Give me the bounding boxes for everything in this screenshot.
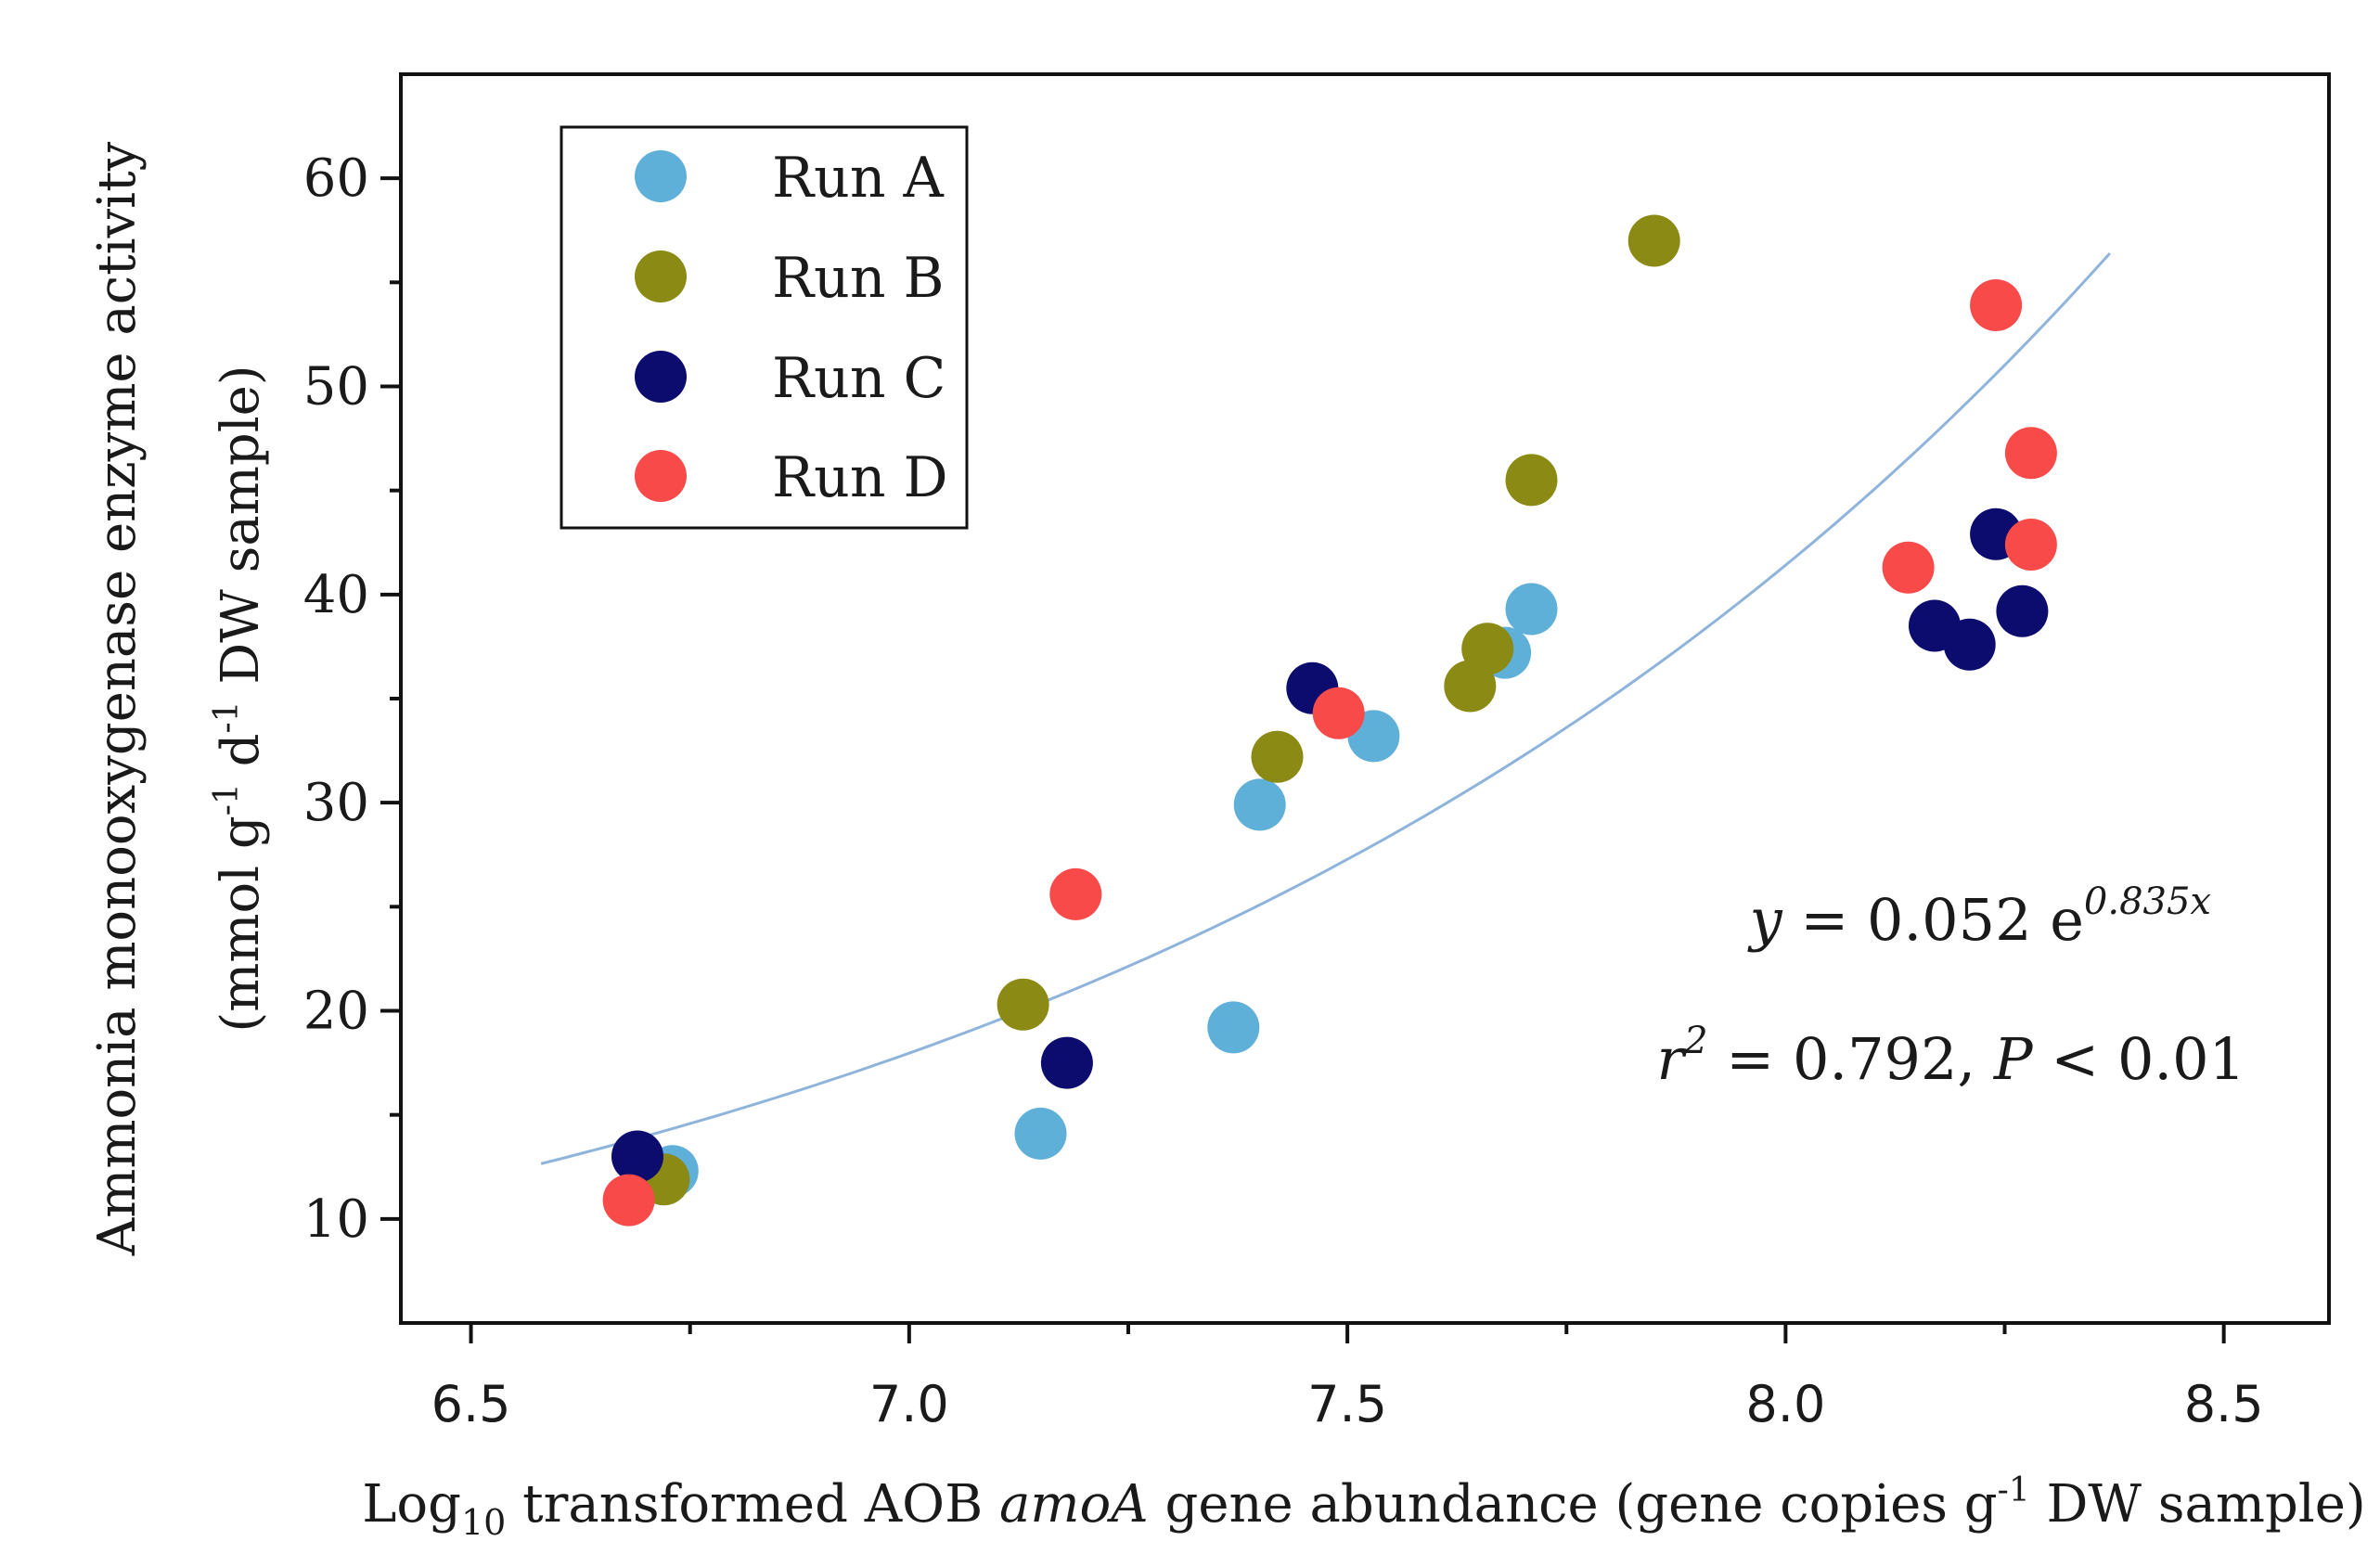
x-tick-label: 8.0 [1745, 1375, 1825, 1433]
legend-marker-run-a [635, 150, 687, 202]
legend-marker-run-b [635, 250, 687, 302]
data-point-run-a [1505, 583, 1558, 636]
data-point-run-d [1970, 279, 2023, 331]
legend-label-run-b: Run B [772, 246, 945, 311]
data-point-run-a [1014, 1107, 1067, 1160]
y-tick-label: 20 [303, 982, 369, 1042]
y-axis-title-line2-sup1: -1 [208, 783, 246, 816]
legend-box [560, 125, 969, 530]
data-point-run-b [997, 978, 1049, 1031]
data-point-run-c [611, 1130, 663, 1183]
data-point-run-d [602, 1174, 655, 1227]
fit-statistics-p-rest: < 0.01 [2033, 1025, 2245, 1093]
fit-statistics: r2 = 0.792, P < 0.01 [1656, 1020, 2245, 1093]
legend-label-run-a: Run A [772, 146, 945, 211]
data-point-run-a [1207, 1001, 1260, 1054]
data-point-run-c [1996, 584, 2049, 637]
y-tick-label: 40 [303, 565, 369, 625]
fit-statistics-value: = 0.792, [1708, 1025, 1994, 1093]
y-axis-title-line2: (mmol g-1 d-1 DW sample) [208, 365, 271, 1032]
y-axis-title-line1: Ammonia monooxygenase enzyme activity [87, 141, 148, 1256]
data-point-run-d [1312, 687, 1365, 739]
x-axis-title-mid: transformed AOB [506, 1474, 999, 1535]
y-axis-title-line2-mid: d [211, 734, 271, 784]
fit-equation-body: = 0.052 e [1782, 886, 2084, 954]
data-point-run-d [2004, 519, 2057, 571]
x-axis-title-rest: gene abundance (gene copies g [1149, 1474, 1998, 1535]
x-tick-label: 7.5 [1307, 1375, 1387, 1433]
legend: Run A Run B Run C Run D [560, 125, 969, 530]
legend-label-run-c: Run C [772, 346, 946, 411]
data-point-run-c [1040, 1036, 1093, 1089]
x-axis-title: Log10 transformed AOB amoA gene abundanc… [362, 1471, 2366, 1543]
x-axis-title-end: DW sample) [2030, 1474, 2366, 1535]
fit-statistics-p: P [1993, 1025, 2034, 1093]
fit-curve [540, 251, 2112, 1165]
x-axis-title-prefix: Log [362, 1474, 461, 1535]
data-point-run-a [1233, 778, 1286, 831]
legend-marker-run-d [635, 450, 687, 502]
fit-equation-y: y [1747, 886, 1783, 954]
x-tick-label: 7.0 [869, 1375, 949, 1433]
legend-marker-run-c [635, 351, 687, 403]
axis-ticks [380, 176, 2226, 1343]
fit-statistics-r-sup: 2 [1683, 1020, 1707, 1062]
y-axis-title-line2-prefix: (mmol g [211, 816, 271, 1032]
y-tick-label: 30 [303, 773, 369, 833]
y-tick-labels: 10 20 30 40 50 60 [303, 148, 369, 1250]
x-tick-labels: 6.5 7.0 7.5 8.0 8.5 [431, 1375, 2264, 1433]
data-point-run-b [1505, 454, 1558, 507]
x-axis-title-sup: -1 [1998, 1471, 2030, 1509]
data-point-run-c [1943, 618, 1996, 671]
x-tick-label: 8.5 [2184, 1375, 2264, 1433]
y-tick-label: 10 [303, 1189, 369, 1250]
fit-equation-exponent: 0.835x [2084, 880, 2211, 923]
x-axis-title-italic: amoA [999, 1474, 1149, 1535]
y-tick-label: 50 [303, 357, 369, 417]
data-point-run-d [2004, 427, 2057, 480]
data-point-run-b [1627, 214, 1680, 267]
data-point-run-b [1461, 623, 1514, 675]
legend-label-run-d: Run D [772, 445, 948, 510]
y-tick-label: 60 [303, 148, 369, 209]
data-point-run-d [1049, 867, 1102, 920]
data-point-run-b [1251, 730, 1304, 783]
fit-equation: y = 0.052 e0.835x [1747, 880, 2211, 954]
data-point-run-d [1882, 541, 1935, 594]
x-tick-label: 6.5 [431, 1375, 511, 1433]
y-axis-title-line2-sup2: -1 [208, 700, 246, 733]
x-axis-title-sub: 10 [461, 1502, 506, 1543]
fit-statistics-r: r [1656, 1025, 1687, 1093]
y-axis-title-line2-end: DW sample) [211, 365, 271, 700]
data-points [602, 214, 2057, 1227]
